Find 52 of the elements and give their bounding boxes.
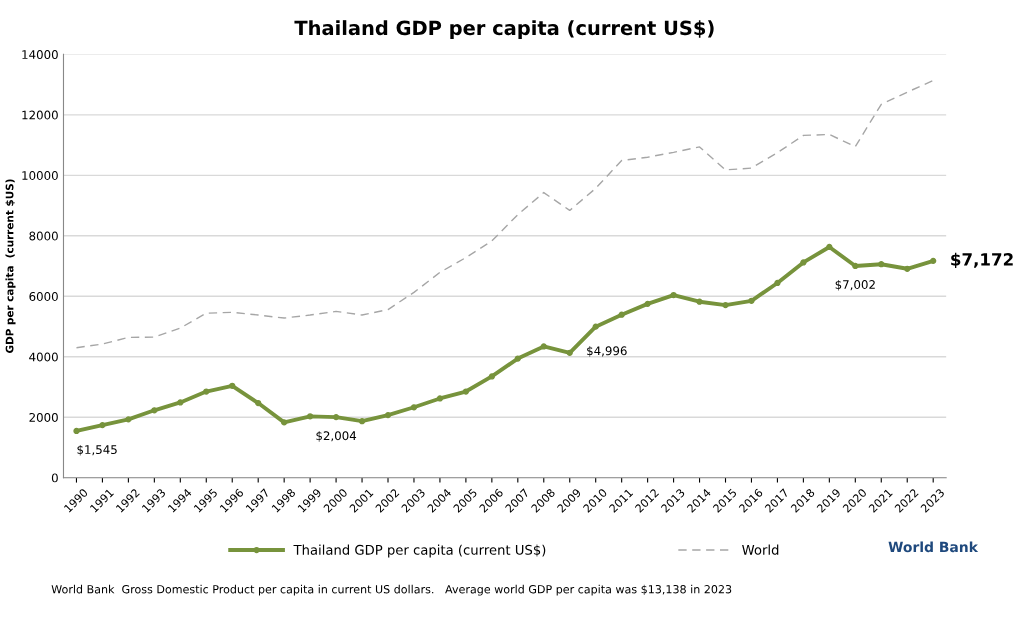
point xyxy=(930,257,937,264)
y-tick-label: 14000 xyxy=(22,50,58,60)
point xyxy=(462,388,470,395)
annotation: $7,002 xyxy=(835,279,875,291)
point xyxy=(177,399,184,406)
point xyxy=(748,297,755,304)
point xyxy=(384,411,392,419)
point xyxy=(592,323,599,330)
point xyxy=(618,311,625,318)
point xyxy=(774,279,781,287)
y-axis-title: GDP per capita (current $US) xyxy=(5,179,16,353)
point xyxy=(281,419,288,426)
point xyxy=(255,399,262,407)
point xyxy=(332,413,340,421)
annotation: $1,545 xyxy=(77,444,117,456)
y-tick-label: 4000 xyxy=(29,352,58,362)
point xyxy=(540,343,547,350)
point xyxy=(436,395,444,402)
point xyxy=(488,373,495,380)
point xyxy=(151,407,158,414)
y-tick-label: 12000 xyxy=(22,110,58,120)
text: World Bank Gross Domestic Product per capita in current US dollars. Average world GDP per capita was $13,138 in 2023 xyxy=(51,584,732,596)
point xyxy=(878,261,885,268)
point xyxy=(800,259,807,266)
point xyxy=(410,404,418,411)
y-tick-label: 0 xyxy=(51,473,58,483)
point xyxy=(229,382,236,389)
point xyxy=(514,355,521,362)
point xyxy=(203,388,210,395)
annotation: $4,996 xyxy=(587,346,627,357)
point xyxy=(722,301,729,309)
y-tick-label: 8000 xyxy=(29,231,58,241)
point xyxy=(306,413,314,420)
legend-label: World xyxy=(742,544,779,555)
y-tick-label: 10000 xyxy=(22,171,58,180)
point xyxy=(644,300,651,307)
point xyxy=(99,421,106,429)
legend-label: Thailand GDP per capita (current US$) xyxy=(293,544,546,558)
text: World Bank xyxy=(888,541,979,553)
annotation: $7,172 xyxy=(951,252,1013,268)
point xyxy=(566,349,573,356)
y-tick-label: 2000 xyxy=(29,412,58,422)
point xyxy=(125,416,132,423)
y-tick-label: 6000 xyxy=(29,292,58,301)
point xyxy=(904,265,911,272)
point xyxy=(358,418,366,425)
point xyxy=(696,298,703,305)
point xyxy=(670,291,677,299)
point xyxy=(73,427,80,435)
annotation: $2,004 xyxy=(316,431,357,442)
point xyxy=(852,262,859,270)
chart-title: Thailand GDP per capita (current US$) xyxy=(294,20,714,39)
